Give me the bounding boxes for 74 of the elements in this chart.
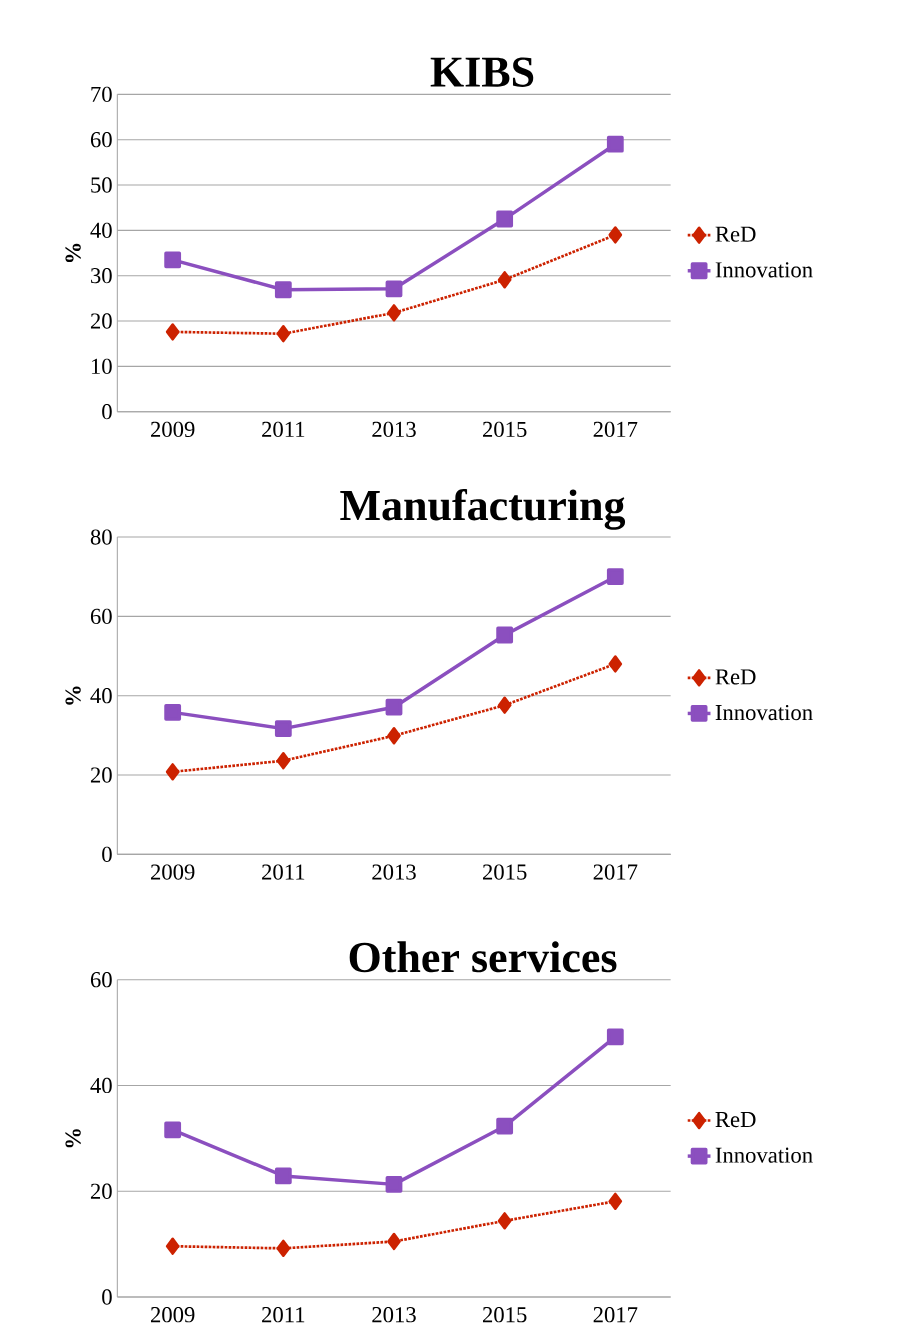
x-tick-label: 2011 bbox=[261, 1307, 305, 1323]
point bbox=[387, 1232, 401, 1251]
chart-title: Manufacturing bbox=[340, 488, 625, 530]
y-tick-label: 80 bbox=[90, 529, 112, 545]
x-tick-label: 2009 bbox=[150, 864, 195, 880]
y-tick-label: 60 bbox=[90, 972, 112, 988]
point bbox=[165, 1237, 180, 1255]
point bbox=[496, 210, 513, 228]
point bbox=[276, 752, 291, 770]
y-axis-title: % bbox=[65, 686, 81, 705]
x-tick-label: 2013 bbox=[372, 421, 416, 438]
y-tick-label: 0 bbox=[101, 1289, 112, 1305]
point bbox=[165, 763, 180, 781]
y-tick-label: 0 bbox=[101, 846, 112, 862]
point bbox=[164, 703, 181, 721]
y-tick-label: 60 bbox=[90, 608, 112, 625]
x-tick-label: 2015 bbox=[482, 864, 527, 880]
point bbox=[606, 135, 624, 153]
y-tick-label: 40 bbox=[90, 688, 112, 704]
y-tick-label: 60 bbox=[90, 132, 112, 148]
y-axis-title: % bbox=[65, 243, 81, 263]
y-tick-label: 70 bbox=[91, 86, 112, 103]
y-tick-label: 10 bbox=[91, 358, 112, 374]
legend-label: Innovation bbox=[715, 1147, 813, 1163]
point bbox=[608, 226, 622, 244]
y-tick-label: 20 bbox=[90, 1183, 112, 1199]
x-tick-label: 2015 bbox=[482, 1307, 527, 1323]
y-tick-label: 0 bbox=[101, 404, 112, 420]
y-tick-label: 20 bbox=[90, 767, 112, 783]
x-tick-label: 2009 bbox=[150, 1307, 195, 1323]
point bbox=[497, 271, 512, 289]
point bbox=[274, 281, 292, 299]
point bbox=[387, 304, 401, 322]
point bbox=[606, 1028, 624, 1046]
x-tick-label: 2011 bbox=[261, 864, 305, 880]
point bbox=[385, 280, 403, 298]
y-tick-label: 30 bbox=[90, 268, 112, 284]
point bbox=[385, 1175, 403, 1193]
x-tick-label: 2017 bbox=[593, 864, 638, 880]
x-tick-label: 2017 bbox=[593, 421, 638, 438]
x-tick-label: 2011 bbox=[261, 421, 305, 438]
point bbox=[496, 626, 513, 644]
point bbox=[165, 323, 180, 341]
x-tick-label: 2009 bbox=[150, 421, 195, 438]
y-tick-label: 40 bbox=[90, 222, 112, 239]
point bbox=[608, 1192, 622, 1210]
x-tick-label: 2013 bbox=[372, 864, 416, 880]
x-tick-label: 2013 bbox=[372, 1307, 416, 1323]
point bbox=[276, 325, 291, 343]
y-tick-label: 50 bbox=[91, 177, 112, 193]
point bbox=[274, 1167, 292, 1185]
x-tick-label: 2017 bbox=[593, 1307, 638, 1323]
legend-label: Innovation bbox=[715, 704, 813, 721]
point bbox=[274, 720, 292, 738]
legend-label: Innovation bbox=[715, 262, 813, 278]
point bbox=[164, 1121, 181, 1139]
chart-title: KIBS bbox=[430, 57, 534, 87]
legend-label: ReD bbox=[715, 1112, 756, 1128]
x-tick-label: 2015 bbox=[482, 421, 527, 438]
legend-label: ReD bbox=[715, 226, 756, 242]
point bbox=[387, 727, 401, 745]
point bbox=[608, 655, 622, 673]
point bbox=[497, 696, 512, 714]
point bbox=[497, 1212, 512, 1230]
point bbox=[496, 1117, 513, 1135]
point bbox=[164, 251, 181, 269]
y-tick-label: 40 bbox=[90, 1077, 112, 1094]
legend-label: ReD bbox=[715, 669, 756, 685]
point bbox=[276, 1239, 291, 1258]
y-axis-title: % bbox=[65, 1129, 81, 1148]
y-tick-label: 20 bbox=[90, 313, 112, 329]
point bbox=[385, 698, 403, 716]
point bbox=[606, 568, 624, 586]
chart-title: Other services bbox=[349, 941, 617, 973]
